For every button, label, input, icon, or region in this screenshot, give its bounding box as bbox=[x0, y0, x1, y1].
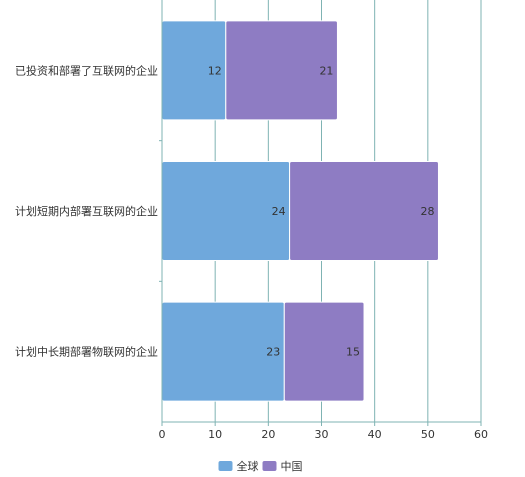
x-tick-label-10: 10 bbox=[208, 428, 222, 441]
legend-swatch-中国[interactable] bbox=[262, 461, 277, 471]
x-tick-label-50: 50 bbox=[421, 428, 435, 441]
x-tick-label-40: 40 bbox=[368, 428, 382, 441]
category-label-0: 已投资和部署了互联网的企业 bbox=[15, 63, 158, 77]
x-tick-label-30: 30 bbox=[315, 428, 329, 441]
x-tick-label-20: 20 bbox=[261, 428, 275, 441]
category-label-1: 计划短期内部署互联网的企业 bbox=[15, 204, 158, 218]
bars: 12 21 已投资和部署了互联网的企业 24 28 计划短期内部署互联网的企业 23 15 计划… bbox=[15, 20, 439, 402]
legend-label-中国[interactable]: 中国 bbox=[281, 460, 303, 473]
x-tick-label-0: 0 bbox=[159, 428, 166, 441]
legend: 全球 中国 bbox=[218, 459, 303, 473]
legend-label-全球[interactable]: 全球 bbox=[237, 459, 259, 473]
data-label-全球-2: 23 bbox=[266, 346, 280, 359]
data-label-全球-1: 24 bbox=[272, 205, 286, 218]
data-label-中国-2: 15 bbox=[346, 346, 360, 359]
bar-中国-2[interactable] bbox=[283, 301, 365, 402]
x-axis-ticks: 0 10 20 30 40 50 60 bbox=[159, 422, 488, 441]
x-tick-label-60: 60 bbox=[474, 428, 488, 441]
legend-swatch-全球[interactable] bbox=[218, 461, 233, 471]
data-label-中国-0: 21 bbox=[319, 64, 333, 77]
data-label-全球-0: 12 bbox=[208, 64, 222, 77]
bar-中国-0[interactable] bbox=[225, 20, 338, 121]
bar-中国-1[interactable] bbox=[289, 161, 439, 261]
bar-全球-1[interactable] bbox=[161, 161, 291, 261]
category-label-2: 计划中长期部署物联网的企业 bbox=[15, 345, 158, 359]
data-label-中国-1: 28 bbox=[420, 205, 434, 218]
